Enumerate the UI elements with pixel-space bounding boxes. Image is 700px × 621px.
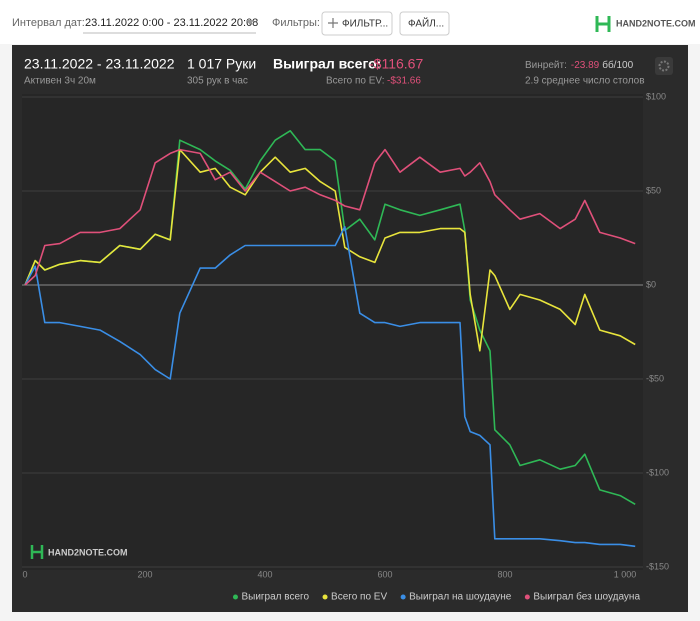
dropdown-caret[interactable] xyxy=(246,20,254,25)
legend-swatch xyxy=(322,594,328,600)
y-tick-label: $0 xyxy=(646,279,656,289)
plot-area xyxy=(22,94,643,570)
won-value: -$116.67 xyxy=(369,56,423,72)
filter-button-label[interactable]: ФИЛЬТР... xyxy=(342,19,388,30)
ev-label: Всего по EV: xyxy=(326,76,385,87)
ev-value: -$31.66 xyxy=(387,76,421,87)
legend-swatch xyxy=(232,594,238,600)
series-line xyxy=(24,225,636,548)
legend-swatch xyxy=(524,594,530,600)
y-tick-label: -$100 xyxy=(646,467,669,477)
x-tick-label: 200 xyxy=(137,569,152,579)
period: 23.11.2022 - 23.11.2022 xyxy=(24,56,175,72)
winrate-unit: бб/100 xyxy=(602,59,633,71)
hands-per-hour: 305 рук в час xyxy=(187,76,248,87)
won-label: Выиграл всего: xyxy=(273,56,381,72)
tables: 2.9 среднее число столов xyxy=(525,76,645,87)
series-line xyxy=(24,148,636,286)
series-line xyxy=(24,148,636,352)
file-button-label[interactable]: ФАЙЛ... xyxy=(408,17,444,30)
y-tick-label: $100 xyxy=(646,91,666,101)
file-button[interactable] xyxy=(399,11,450,36)
plot: $100 $50 $0 -$50 -$100 -$150 0 200 400 600 800 1 00… xyxy=(22,91,669,579)
active-time: Активен 3ч 20м xyxy=(24,76,96,87)
legend-label: Выиграл всего xyxy=(241,592,309,603)
date-label: Интервал дат: xyxy=(12,17,85,29)
x-tick-label: 400 xyxy=(257,569,272,579)
winrate-value: -23.89 xyxy=(571,60,600,71)
watermark: HAND2NOTE.COM xyxy=(48,547,128,557)
gear-icon xyxy=(658,60,670,72)
winrate-label: Винрейт: xyxy=(525,60,567,71)
legend-label: Всего по EV xyxy=(331,592,387,603)
legend-swatch xyxy=(400,594,406,600)
hands: 1 017 Руки xyxy=(187,56,256,72)
date-range[interactable]: 23.11.2022 0:00 - 23.11.2022 20:08 xyxy=(85,17,258,29)
x-tick-label: 1 000 xyxy=(614,569,637,579)
settings-button[interactable] xyxy=(655,57,673,75)
filters-label: Фильтры: xyxy=(272,17,320,29)
legend-label: Выиграл на шоудауне xyxy=(409,592,512,603)
x-tick-label: 0 xyxy=(22,569,27,579)
y-tick-label: $50 xyxy=(646,185,661,195)
y-tick-label: -$50 xyxy=(646,373,664,383)
x-tick-label: 800 xyxy=(497,569,512,579)
logo-icon xyxy=(595,16,611,32)
y-tick-label: -$150 xyxy=(646,561,669,571)
filter-button[interactable] xyxy=(321,11,393,36)
winrate: Винрейт: -23.89 бб/100 xyxy=(525,59,634,71)
plus-icon xyxy=(328,18,338,28)
logo: HAND2NOTE.COM xyxy=(616,18,696,28)
x-tick-label: 600 xyxy=(377,569,392,579)
watermark-icon xyxy=(30,545,44,559)
legend-label: Выиграл без шоудауна xyxy=(533,591,640,603)
